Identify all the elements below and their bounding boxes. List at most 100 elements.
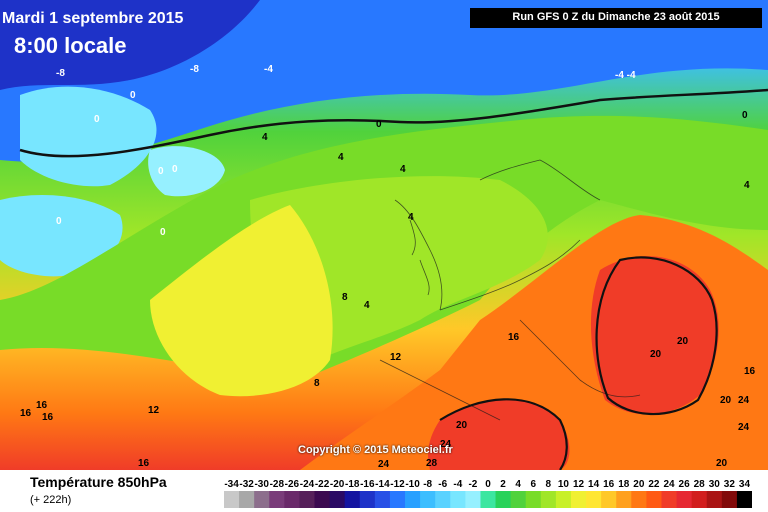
forecast-offset: (+ 222h) (30, 494, 72, 506)
svg-text:20: 20 (716, 458, 728, 469)
scale-label: 30 (709, 479, 721, 490)
scale-swatch (329, 491, 346, 508)
scale-swatch (661, 491, 678, 508)
forecast-date: Mardi 1 septembre 2015 (2, 10, 184, 27)
zero-isotherm (19, 88, 768, 158)
scale-label: 8 (546, 479, 552, 490)
scale-label: 28 (694, 479, 706, 490)
scale-label: 20 (633, 479, 645, 490)
scale-label: -28 (270, 479, 285, 490)
scale-swatch (224, 491, 240, 508)
scale-label: -16 (360, 479, 375, 490)
svg-text:0: 0 (160, 227, 166, 238)
scale-label: -20 (330, 479, 345, 490)
scale-label: 22 (648, 479, 660, 490)
svg-text:24: 24 (440, 439, 452, 450)
scale-label: 12 (573, 479, 585, 490)
scale-label: -8 (423, 479, 432, 490)
scale-swatch (374, 491, 391, 508)
scale-swatch (435, 491, 451, 508)
yellow-zone (150, 205, 333, 397)
scale-swatch (706, 491, 723, 508)
svg-text:16: 16 (36, 400, 48, 411)
svg-text:4: 4 (262, 132, 268, 143)
svg-text:4: 4 (364, 300, 370, 311)
scale-swatch (736, 491, 752, 508)
scale-label: 14 (588, 479, 600, 490)
scale-label: 4 (515, 479, 521, 490)
svg-text:-4: -4 (264, 64, 273, 75)
cyan-zone-atlantic (0, 195, 123, 277)
svg-text:24: 24 (738, 395, 750, 406)
scale-swatch (314, 491, 331, 508)
scale-swatch (631, 491, 647, 508)
scale-label: -12 (390, 479, 405, 490)
scale-swatch (570, 491, 587, 508)
scale-swatch (420, 491, 436, 508)
scale-label: -32 (239, 479, 254, 490)
scale-label: -18 (345, 479, 360, 490)
scale-swatch (676, 491, 693, 508)
scale-label: 24 (663, 479, 675, 490)
svg-text:24: 24 (738, 422, 750, 433)
scale-swatch (555, 491, 572, 508)
scale-swatch (405, 491, 421, 508)
svg-text:-8: -8 (56, 68, 65, 79)
scale-label: -4 (453, 479, 462, 490)
scale-label: -24 (300, 479, 315, 490)
copyright-text: Copyright © 2015 Meteociel.fr (298, 444, 453, 456)
scale-label: -30 (254, 479, 269, 490)
svg-text:12: 12 (148, 405, 160, 416)
svg-text:0: 0 (56, 216, 62, 227)
twenty-isotherm (595, 256, 718, 416)
scale-label: 26 (679, 479, 691, 490)
svg-text:16: 16 (20, 408, 32, 419)
scale-swatch (480, 491, 497, 508)
svg-text:0: 0 (172, 164, 178, 175)
scale-swatch (450, 491, 466, 508)
scale-swatch (601, 491, 617, 508)
svg-text:16: 16 (138, 458, 150, 469)
contour-labels: -8 -8 -4 -4 -4 0 0 0 4 4 4 0 0 0 0 0 4 4… (20, 64, 756, 470)
scale-label: -22 (315, 479, 330, 490)
scale-swatch (510, 491, 527, 508)
svg-text:20: 20 (456, 420, 468, 431)
svg-text:20: 20 (677, 336, 689, 347)
scale-swatch (389, 491, 406, 508)
scale-swatch (284, 491, 300, 508)
svg-text:0: 0 (742, 110, 748, 121)
color-scale: -34 -32 -30 -28 -26 -24 -22 -20 -18 -16 -14 -12 -10-… (224, 479, 752, 508)
scale-label: -26 (285, 479, 300, 490)
run-info-text: Run GFS 0 Z du Dimanche 23 août 2015 (512, 11, 720, 23)
scale-swatch (616, 491, 632, 508)
scale-swatch (239, 491, 255, 508)
svg-text:28: 28 (426, 458, 438, 469)
svg-text:0: 0 (376, 119, 382, 130)
svg-text:16: 16 (508, 332, 520, 343)
very-cold-zone (0, 0, 260, 90)
red-zone-east (590, 256, 719, 415)
scale-label: 32 (724, 479, 736, 490)
scale-swatch (646, 491, 662, 508)
scale-label: 0 (485, 479, 491, 490)
twenty-isotherm-south (439, 398, 568, 470)
scale-label: 2 (500, 479, 506, 490)
scale-swatch (465, 491, 481, 508)
scale-label: 6 (530, 479, 536, 490)
scale-swatch (691, 491, 708, 508)
svg-text:20: 20 (720, 395, 732, 406)
svg-text:8: 8 (342, 292, 348, 303)
scale-swatch (495, 491, 512, 508)
svg-text:4: 4 (338, 152, 344, 163)
scale-label: -2 (468, 479, 477, 490)
svg-text:4: 4 (408, 212, 414, 223)
svg-text:0: 0 (94, 114, 100, 125)
svg-text:-4 -4: -4 -4 (615, 70, 636, 81)
scale-swatch (359, 491, 376, 508)
scale-swatch (269, 491, 285, 508)
run-info-box: Run GFS 0 Z du Dimanche 23 août 2015 (470, 8, 762, 28)
forecast-time: 8:00 locale (14, 33, 127, 58)
cyan-zone-center (148, 146, 225, 197)
scale-label: -10 (405, 479, 420, 490)
scale-label: -34 (224, 479, 239, 490)
